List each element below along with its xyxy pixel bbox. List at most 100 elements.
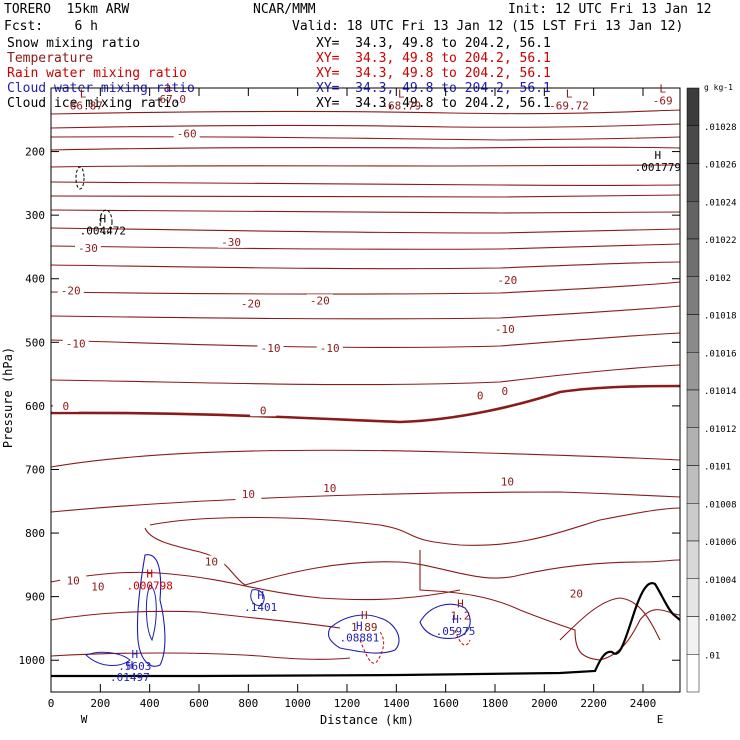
- contour-label-bg: [494, 273, 521, 286]
- contour-label: -20: [497, 274, 517, 287]
- contour-label-bg: [467, 389, 494, 402]
- extremum-marker: L: [398, 87, 405, 100]
- temperature-contour: [50, 194, 681, 198]
- contour-label: -30: [221, 236, 241, 249]
- temperature-contour: [50, 610, 341, 629]
- contour-label-bg: [257, 341, 284, 354]
- cloud-water-contour: [145, 584, 157, 642]
- extremum-marker: H: [452, 613, 459, 626]
- extremum-value: .004472: [80, 225, 126, 238]
- extremum-value: 1.89: [351, 621, 378, 634]
- y-tick-label: 1000: [19, 654, 46, 667]
- colorbar-label: .0101: [704, 463, 731, 473]
- colorbar-label: .01022: [704, 236, 737, 246]
- x-tick-label: 2200: [580, 697, 607, 710]
- colorbar-label: .01008: [704, 500, 737, 510]
- extremum-value: .08881: [339, 632, 379, 645]
- extremum-value: -67.0: [153, 93, 186, 106]
- colorbar-label: .01028: [704, 123, 737, 133]
- extremum-value: .05975: [436, 625, 476, 638]
- y-tick-label: 300: [25, 209, 45, 222]
- colorbar-label: .01012: [704, 425, 737, 435]
- contour-label: -10: [261, 342, 281, 355]
- contour-label: -60: [177, 128, 197, 141]
- contour-label-bg: [173, 127, 200, 140]
- y-tick-label: 200: [25, 146, 45, 159]
- colorbar-swatch: [686, 314, 700, 353]
- temperature-contour: [50, 281, 681, 295]
- extremum-marker: H: [654, 149, 661, 162]
- contour-label: 10: [91, 580, 104, 593]
- colorbar-label: .01018: [704, 312, 737, 322]
- contour-label-bg: [237, 297, 264, 310]
- colorbar-swatch: [686, 578, 700, 617]
- terrain-line: [51, 582, 681, 678]
- x-tick-label: 0: [48, 697, 55, 710]
- temperature-contour: [50, 491, 681, 513]
- temperature-contour: [50, 109, 681, 115]
- contour-label: 0: [62, 400, 69, 413]
- colorbar-label: .01024: [704, 198, 737, 208]
- extremum-value: .001779: [635, 161, 681, 174]
- y-tick-label: 900: [25, 591, 45, 604]
- temperature-contour: [50, 449, 681, 468]
- extremum-value: 1.2: [451, 609, 471, 622]
- colorbar-label: .01026: [704, 161, 737, 171]
- colorbar-swatch: [686, 125, 700, 164]
- x-end-label-east: E: [657, 713, 664, 726]
- x-tick-label: 1600: [432, 697, 459, 710]
- temperature-contour: [144, 527, 681, 586]
- contour-label-bg: [250, 404, 277, 417]
- colorbar-label: .01002: [704, 614, 737, 624]
- temperature-contour: [149, 507, 681, 546]
- contour-label-bg: [60, 574, 87, 587]
- colorbar-label: .01014: [704, 387, 737, 397]
- center-title: NCAR/MMM: [253, 2, 316, 17]
- contour-label: 10: [501, 475, 514, 488]
- colorbar-label: .01006: [704, 538, 737, 548]
- contour-label-bg: [62, 337, 89, 350]
- y-tick-label: 600: [25, 400, 45, 413]
- init-time: Init: 12 UTC Fri 13 Jan 12: [508, 2, 712, 17]
- y-tick-label: 400: [25, 273, 45, 286]
- temperature-contour: [50, 181, 681, 186]
- forecast-hour: Fcst: 6 h: [4, 19, 98, 34]
- contour-label: -10: [495, 323, 515, 336]
- field-xy-range: XY= 34.3, 49.8 to 204.2, 56.1: [316, 96, 551, 111]
- extremum-value: .5603: [118, 660, 151, 673]
- temperature-contour: [50, 364, 681, 386]
- contour-label: 10: [242, 488, 255, 501]
- contour-label-bg: [316, 481, 343, 494]
- y-tick-label: 800: [25, 527, 45, 540]
- field-xy-range: XY= 34.3, 49.8 to 204.2, 56.1: [316, 51, 551, 66]
- x-axis-label: Distance (km): [320, 713, 414, 727]
- extremum-marker: L: [659, 82, 666, 95]
- temperature-contour: [50, 571, 461, 601]
- temperature-contour: [419, 550, 681, 661]
- cloud-water-contour: [327, 614, 400, 654]
- colorbar-swatch: [686, 163, 700, 202]
- colorbar-label: .01016: [704, 349, 737, 359]
- field-name: Temperature: [7, 51, 94, 66]
- colorbar-swatch: [686, 540, 700, 579]
- y-tick-label: 500: [25, 336, 45, 349]
- x-tick-label: 2000: [531, 697, 558, 710]
- temperature-contour: [50, 209, 681, 214]
- contour-label-bg: [84, 580, 111, 593]
- extremum-value: .01497: [110, 671, 150, 684]
- contour-layer: [50, 109, 681, 678]
- x-tick-label: 1400: [383, 697, 410, 710]
- contour-label-bg: [316, 341, 343, 354]
- contour-label: -20: [61, 285, 81, 298]
- cloud-water-contour: [136, 554, 166, 667]
- contour-label-bg: [494, 475, 521, 488]
- temperature-contour: [50, 243, 681, 250]
- contour-label: 0: [502, 385, 509, 398]
- contour-label: -10: [66, 337, 86, 350]
- contour-label-bg: [52, 399, 79, 412]
- contour-label: 10: [67, 575, 80, 588]
- x-tick-label: 400: [140, 697, 160, 710]
- colorbar-swatch: [686, 616, 700, 655]
- temperature-contour: [50, 384, 681, 424]
- temperature-contour: [50, 136, 681, 141]
